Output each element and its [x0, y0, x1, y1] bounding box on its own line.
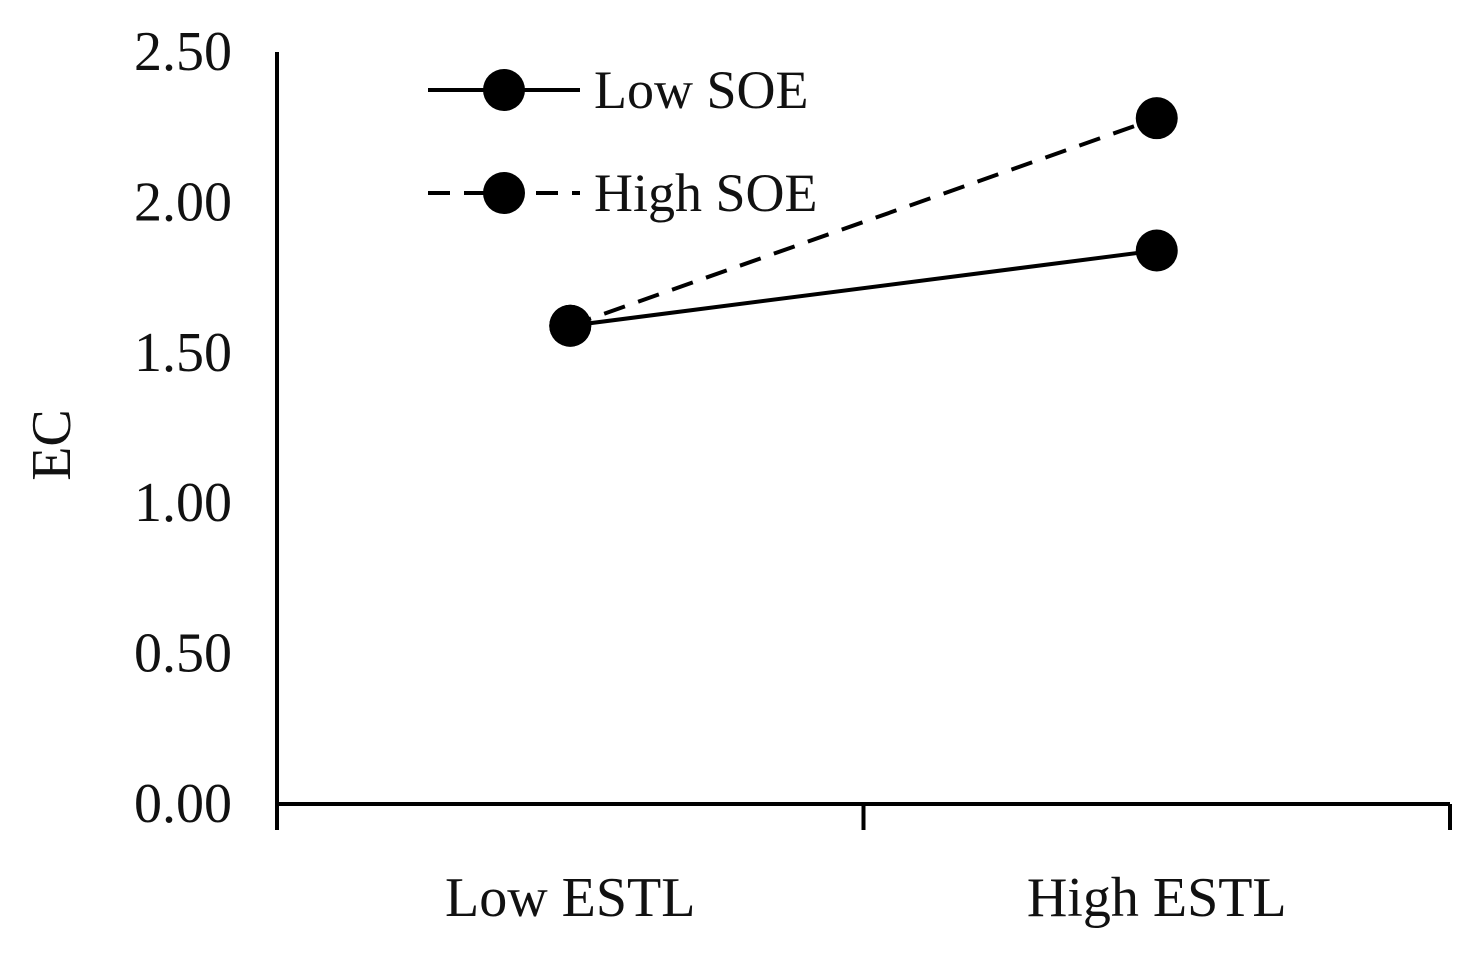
- series-line-low-soe: [569, 248, 1158, 328]
- y-tick-label: 2.50: [134, 21, 232, 83]
- legend: Low SOE High SOE: [428, 60, 818, 223]
- y-tick-label: 0.50: [134, 623, 232, 685]
- y-tick-label: 2.00: [134, 171, 232, 233]
- legend-label: High SOE: [594, 163, 818, 223]
- series-layer: [549, 97, 1178, 347]
- data-point-low-soe: [1135, 229, 1178, 272]
- x-tick-label: Low ESTL: [445, 867, 695, 929]
- y-tick-labels: 0.00 0.50 1.00 1.50 2.00 2.50: [134, 21, 232, 835]
- x-axis-ticks: [861, 804, 1452, 830]
- data-point-low-soe: [549, 304, 592, 347]
- x-tick-labels: Low ESTL High ESTL: [445, 867, 1287, 929]
- legend-marker: [483, 172, 525, 214]
- legend-label: Low SOE: [594, 60, 809, 120]
- series-line-high-soe: [569, 116, 1158, 328]
- y-tick-label: 1.50: [134, 322, 232, 384]
- legend-marker: [483, 69, 525, 111]
- data-point-high-soe: [1135, 97, 1178, 140]
- x-tick-label: High ESTL: [1027, 867, 1287, 929]
- y-tick-label: 1.00: [134, 472, 232, 534]
- y-tick-label: 0.00: [134, 773, 232, 835]
- y-axis-label: EC: [21, 409, 83, 481]
